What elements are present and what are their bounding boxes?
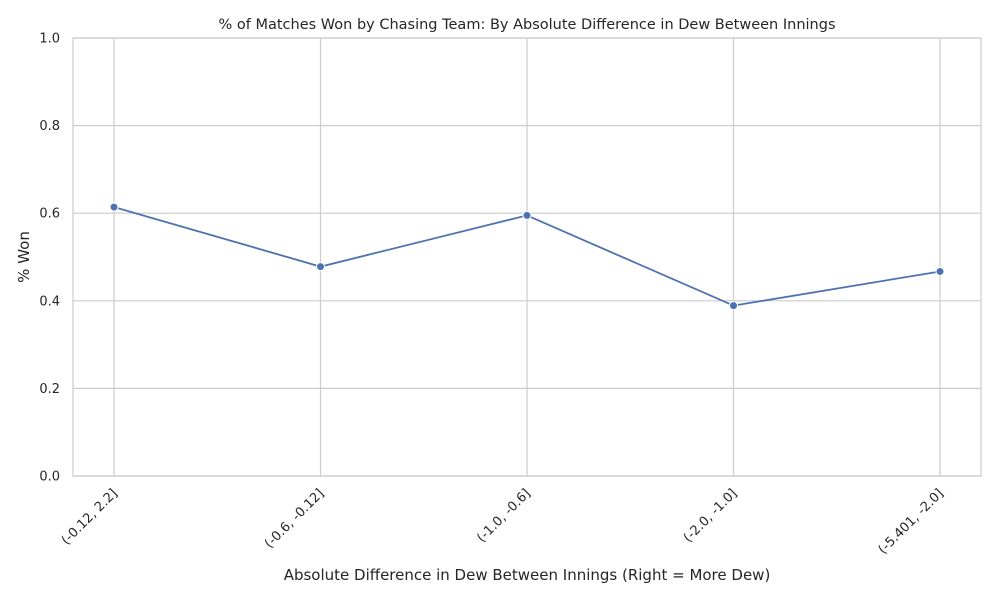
chart-title: % of Matches Won by Chasing Team: By Abs… [218,17,835,33]
y-tick-label: 0.4 [39,294,60,309]
data-point [109,202,119,212]
y-axis-label: % Won [15,231,33,283]
x-tick-label: (-0.12, 2.2] [59,486,121,548]
y-tick-label: 0.6 [39,207,60,222]
data-point [316,262,325,272]
y-tick-label: 0.8 [39,119,60,134]
x-tick-label: (-1.0, -0.6] [474,486,533,545]
y-tick-label: 0.0 [39,470,60,485]
y-tick-label: 1.0 [39,32,60,47]
data-point [522,210,532,220]
data-point [935,266,945,276]
x-tick-labels: (-0.12, 2.2] (-0.6, -0.12] (-1.0, -0.6] (-2… [59,486,947,557]
x-tick-label: (-0.6, -0.12] [262,486,327,551]
y-tick-label: 0.2 [39,382,60,397]
data-point [729,301,738,311]
series-layer [109,202,945,311]
x-tick-label: (-2.0, -1.0] [681,486,740,545]
y-tick-labels: 0.0 0.2 0.4 0.6 0.8 1.0 [39,32,60,485]
plot-area-frame [72,37,982,477]
x-tick-label: (-5.401, -2.0] [876,486,947,557]
x-axis-label: Absolute Difference in Dew Between Innin… [284,566,771,584]
x-gridlines [113,38,941,476]
